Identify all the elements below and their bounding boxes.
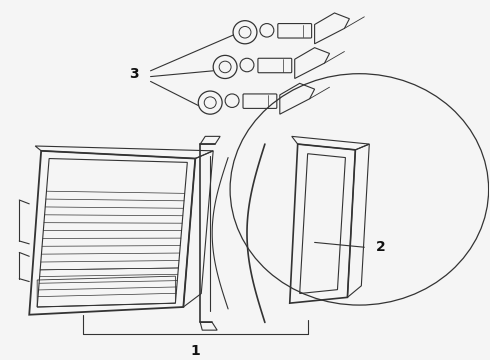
Text: 1: 1 — [191, 344, 200, 357]
Text: 2: 2 — [376, 240, 386, 254]
Text: 3: 3 — [129, 67, 139, 81]
